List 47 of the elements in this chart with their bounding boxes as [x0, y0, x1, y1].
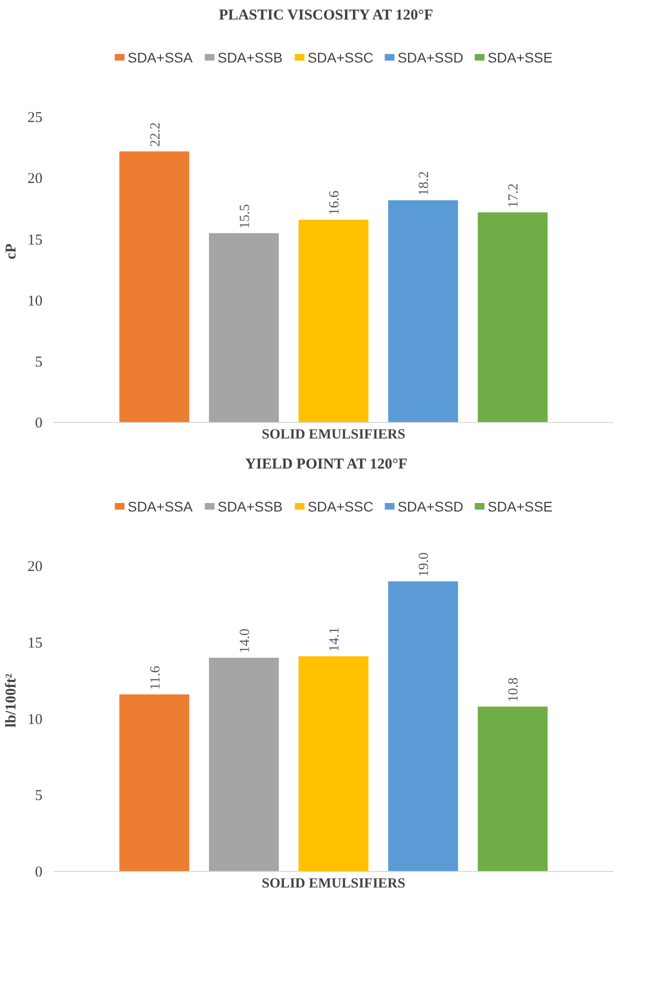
x-axis-title: SOLID EMULSIFIERS — [262, 876, 406, 892]
y-tick-label: 0 — [35, 416, 42, 432]
bar — [119, 694, 190, 872]
chart-title: PLASTIC VISCOSITY AT 120°F — [218, 8, 434, 24]
data-label: 22.2 — [148, 122, 164, 147]
data-label: 16.6 — [328, 190, 342, 216]
y-tick-label: 10 — [28, 712, 42, 728]
data-label: 19.0 — [417, 552, 432, 577]
y-tick-label: 15 — [28, 635, 42, 652]
legend-label: SDA+SSC — [308, 498, 374, 514]
y-tick-label: 5 — [35, 788, 42, 804]
legend-label: SDA+SSE — [488, 49, 553, 66]
data-label: 14.0 — [238, 628, 253, 654]
data-label: 11.6 — [148, 666, 164, 690]
y-axis-title: lb/100ft² — [4, 673, 20, 728]
bar — [388, 200, 458, 422]
y-tick-label: 25 — [28, 110, 42, 126]
bar — [119, 151, 190, 422]
y-tick-label: 10 — [28, 293, 42, 310]
bar — [208, 233, 279, 422]
y-axis-title: cP — [4, 244, 20, 260]
y-tick-label: 20 — [28, 171, 42, 188]
bar — [208, 658, 279, 872]
y-tick-label: 0 — [35, 864, 42, 880]
legend-label: SDA+SSA — [128, 498, 194, 514]
y-tick-label: 5 — [35, 354, 42, 370]
chart-title: YIELD POINT AT 120°F — [245, 456, 408, 472]
bar — [478, 212, 548, 422]
x-axis-title: SOLID EMULSIFIERS — [262, 428, 406, 442]
bar — [478, 706, 548, 872]
legend-label: SDA+SSA — [128, 49, 194, 66]
data-label: 17.2 — [506, 183, 522, 208]
bar — [298, 220, 368, 422]
y-tick-label: 20 — [28, 559, 42, 576]
legend-label: SDA+SSD — [398, 498, 464, 514]
legend-label: SDA+SSE — [488, 498, 553, 514]
legend-label: SDA+SSC — [308, 49, 374, 66]
data-label: 10.8 — [506, 678, 522, 702]
legend-label: SDA+SSD — [398, 49, 464, 66]
data-label: 14.1 — [328, 627, 342, 652]
legend-label: SDA+SSB — [218, 498, 283, 514]
legend-label: SDA+SSB — [218, 49, 283, 66]
data-label: 15.5 — [238, 204, 253, 229]
bar — [298, 656, 368, 872]
y-tick-label: 15 — [28, 232, 42, 248]
data-label: 18.2 — [417, 171, 432, 196]
bar — [388, 581, 458, 872]
